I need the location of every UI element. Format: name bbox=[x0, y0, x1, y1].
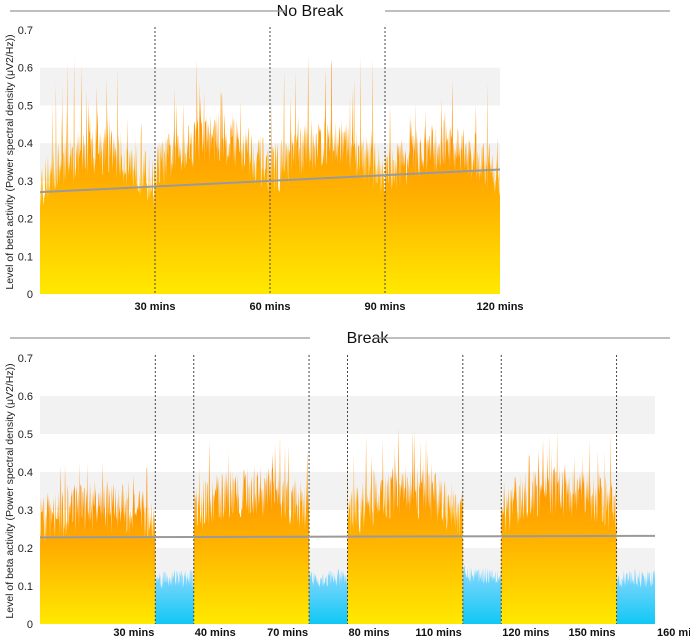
y-tick-label: 0.1 bbox=[18, 251, 33, 263]
y-tick-label: 0.5 bbox=[18, 100, 33, 112]
x-tick-label: 120 mins bbox=[502, 627, 549, 639]
work-segment-area bbox=[501, 430, 617, 624]
break-segment-area bbox=[155, 569, 194, 624]
y-tick-label: 0.4 bbox=[18, 138, 33, 150]
x-tick-label: 60 mins bbox=[250, 301, 291, 313]
y-tick-label: 0.2 bbox=[18, 543, 33, 555]
y-tick-label: 0.7 bbox=[18, 353, 33, 365]
y-tick-label: 0.7 bbox=[18, 25, 33, 37]
work-segment-area bbox=[40, 460, 156, 624]
x-tick-label: 150 mins bbox=[568, 627, 615, 639]
work-segment-area bbox=[347, 426, 463, 624]
break-segment-area bbox=[616, 569, 655, 624]
x-tick-label: 90 mins bbox=[365, 301, 406, 313]
y-tick-label: 0 bbox=[27, 619, 33, 631]
break-segment-area bbox=[462, 565, 502, 624]
work-segment-area bbox=[155, 58, 270, 294]
work-segment-area bbox=[193, 435, 310, 624]
x-tick-label: 40 mins bbox=[195, 627, 236, 639]
x-tick-label: 160 mins bbox=[657, 627, 690, 639]
y-tick-label: 0.6 bbox=[18, 63, 33, 75]
y-tick-label: 0.5 bbox=[18, 429, 33, 441]
x-tick-label: 30 mins bbox=[135, 301, 176, 313]
chart-title: No Break bbox=[277, 3, 345, 20]
y-tick-label: 0.3 bbox=[18, 505, 33, 517]
x-tick-label: 80 mins bbox=[349, 627, 390, 639]
y-axis-label: Level of beta activity (Power spectral d… bbox=[4, 363, 16, 618]
break-segment-area bbox=[309, 569, 348, 624]
work-segment-area bbox=[40, 55, 155, 294]
y-tick-label: 0.1 bbox=[18, 581, 33, 593]
x-tick-label: 70 mins bbox=[267, 627, 308, 639]
y-tick-label: 0 bbox=[27, 289, 33, 301]
y-tick-label: 0.3 bbox=[18, 176, 33, 188]
x-tick-label: 120 mins bbox=[476, 301, 523, 313]
y-tick-label: 0.4 bbox=[18, 467, 33, 479]
x-tick-label: 110 mins bbox=[415, 627, 461, 639]
trend-line bbox=[39, 168, 501, 194]
trend-line bbox=[39, 534, 656, 539]
y-axis-label: Level of beta activity (Power spectral d… bbox=[4, 34, 16, 289]
y-tick-label: 0.2 bbox=[18, 214, 33, 226]
y-tick-label: 0.6 bbox=[18, 391, 33, 403]
work-segment-area bbox=[270, 53, 385, 295]
work-segment-area bbox=[385, 80, 500, 294]
chart-title: Break bbox=[347, 330, 390, 347]
x-tick-label: 30 mins bbox=[113, 627, 154, 639]
